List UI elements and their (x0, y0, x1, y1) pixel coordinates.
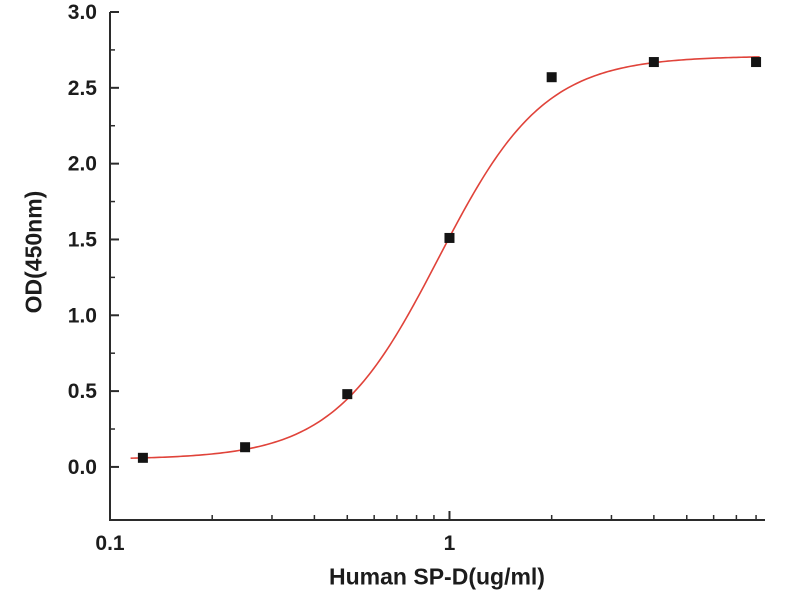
fit-curve (130, 56, 760, 459)
y-tick-label: 0.5 (68, 380, 98, 403)
axis-frame (109, 12, 765, 521)
y-tick-label: 2.0 (68, 153, 97, 176)
data-point (240, 442, 251, 453)
y-tick-label: 3.0 (68, 1, 97, 24)
y-axis-label: OD(450nm) (20, 190, 47, 314)
data-point (751, 57, 762, 68)
x-tick-label: 1 (444, 532, 456, 555)
data-point (137, 452, 148, 463)
data-point (546, 72, 557, 83)
data-point (342, 389, 353, 400)
y-tick-label: 2.5 (68, 77, 98, 100)
y-tick-label: 1.5 (68, 228, 98, 251)
y-tick-label: 1.0 (68, 304, 97, 327)
data-point (444, 232, 455, 243)
x-axis-label: Human SP-D(ug/ml) (329, 563, 545, 590)
x-tick-label: 0.1 (95, 532, 125, 555)
data-point (648, 57, 659, 68)
y-tick-label: 0.0 (68, 456, 97, 479)
